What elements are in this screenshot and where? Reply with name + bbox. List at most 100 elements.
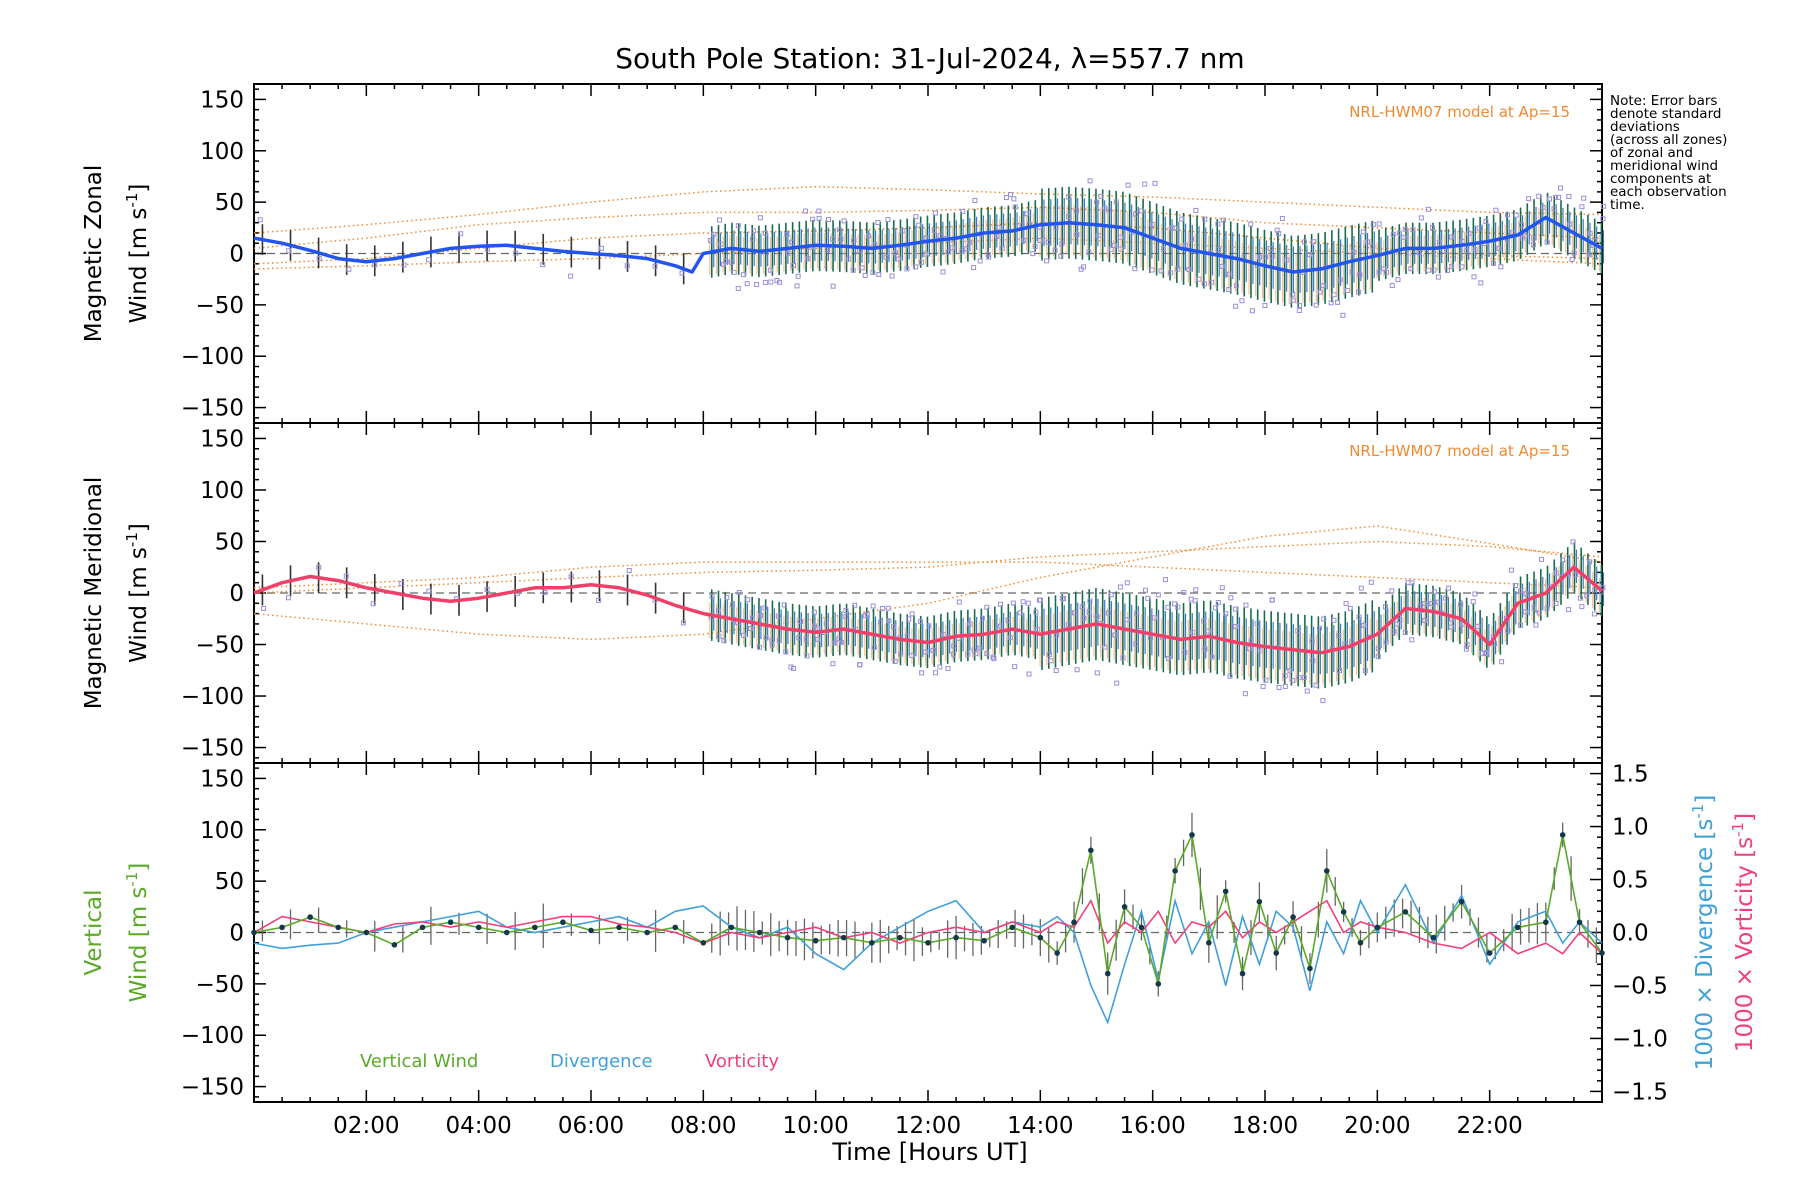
scatter-point (810, 216, 816, 222)
scatter-point (1304, 688, 1310, 694)
scatter-point (1078, 266, 1084, 272)
scatter-point (886, 618, 892, 624)
scatter-point (836, 636, 842, 642)
scatter-point (794, 283, 800, 289)
y2-axis-label-vorticity-sup: -1 (1729, 822, 1747, 837)
scatter-point (1459, 264, 1465, 270)
y2-axis-label-vorticity-end: ] (1732, 813, 1758, 822)
x-tick-label: 02:00 (333, 1113, 399, 1139)
scatter-point (748, 626, 754, 632)
scatter-point (878, 619, 884, 625)
scatter-point (843, 614, 849, 620)
scatter-point (898, 651, 904, 657)
scatter-point (1205, 628, 1211, 634)
scatter-point (1530, 242, 1536, 248)
scatter-point (1592, 587, 1598, 593)
scatter-point (1321, 616, 1327, 622)
error-bar-note: Note: Error bars denote standard deviation… (1610, 94, 1790, 213)
vertical-wind-point (981, 937, 987, 944)
scatter-point (1458, 602, 1464, 608)
scatter-point (1331, 292, 1337, 298)
y-axis-label-line2: Wind [m s-1] (123, 523, 152, 663)
scatter-point (426, 257, 432, 263)
scatter-point (1381, 266, 1387, 272)
x-tick-label: 10:00 (783, 1113, 849, 1139)
scatter-point (1518, 222, 1524, 228)
scatter-point (977, 645, 983, 651)
y-tick-label: 150 (200, 87, 244, 113)
scatter-point (1007, 635, 1013, 641)
scatter-point (965, 651, 971, 657)
scatter-point (1044, 258, 1050, 264)
scatter-point (871, 644, 877, 650)
scatter-point (1425, 206, 1431, 212)
vertical-wind-point (447, 919, 454, 926)
scatter-point (967, 239, 973, 245)
vertical-wind-point (1357, 939, 1364, 946)
scatter-point (1409, 637, 1415, 643)
scatter-point (1553, 194, 1559, 200)
y2-tick-label: 1.5 (1612, 762, 1649, 788)
scatter-point (1375, 654, 1381, 660)
vertical-wind-point (1402, 909, 1409, 915)
scatter-point (1011, 196, 1017, 202)
scatter-point (1037, 597, 1043, 603)
scatter-point (832, 640, 838, 646)
scatter-point (1389, 283, 1395, 289)
legend-item-divergence: Divergence (550, 1051, 653, 1072)
scatter-point (1431, 267, 1437, 273)
scatter-point (790, 665, 796, 671)
x-tick-label: 18:00 (1232, 1113, 1298, 1139)
scatter-point (1509, 229, 1515, 235)
scatter-point (857, 662, 863, 668)
vertical-wind-point (728, 924, 735, 931)
note-line: time. (1610, 197, 1645, 213)
scatter-point (875, 219, 881, 225)
scatter-point (399, 581, 405, 587)
vertical-wind-point (644, 929, 650, 936)
scatter-point (913, 214, 919, 220)
vertical-wind-point (335, 924, 342, 931)
scatter-point (852, 602, 858, 608)
y2-axis-label-divergence: 1000 × Divergence [s-1] (1689, 795, 1718, 1071)
scatter-point (1279, 216, 1285, 222)
scatter-point (1416, 250, 1422, 256)
vertical-wind-point (1559, 832, 1566, 838)
scatter-point (1331, 617, 1337, 623)
scatter-point (1005, 617, 1011, 623)
scatter-point (1074, 667, 1080, 673)
y-axis-label-line2: Wind [m s-1] (123, 863, 152, 1003)
vertical-wind-point (1323, 868, 1330, 874)
scatter-point (1183, 242, 1189, 248)
scatter-point (1536, 610, 1542, 616)
vertical-wind-point (1430, 934, 1437, 941)
scatter-point (1262, 302, 1268, 308)
panel-meridional: −150 −100 −50 0 50 100 150 Magnetic Meridional W… (81, 422, 1606, 764)
scatter-point (1478, 280, 1484, 286)
scatter-point (1471, 274, 1477, 280)
scatter-point (1193, 207, 1199, 213)
scatter-point (1518, 588, 1524, 594)
scatter-point (1463, 646, 1469, 652)
scatter-point (1133, 211, 1139, 217)
scatter-point (815, 636, 821, 642)
scatter-point (1219, 263, 1225, 269)
vertical-wind-point (1256, 898, 1263, 905)
scatter-point (1037, 237, 1043, 243)
scatter-point (1449, 234, 1455, 240)
scatter-point (1232, 606, 1238, 612)
scatter-point (568, 573, 574, 579)
scatter-point (1356, 614, 1362, 620)
scatter-point (1169, 225, 1175, 231)
scatter-point (1209, 654, 1215, 660)
scatter-point (1418, 215, 1424, 221)
vertical-wind-point (588, 927, 594, 934)
scatter-point (1202, 281, 1208, 287)
scatter-point (1105, 610, 1111, 616)
scatter-point (624, 263, 630, 269)
scatter-point (1518, 622, 1524, 628)
scatter-point (1017, 610, 1023, 616)
scatter-point (1397, 617, 1403, 623)
scatter-point (885, 217, 891, 223)
scatter-point (1008, 192, 1014, 198)
